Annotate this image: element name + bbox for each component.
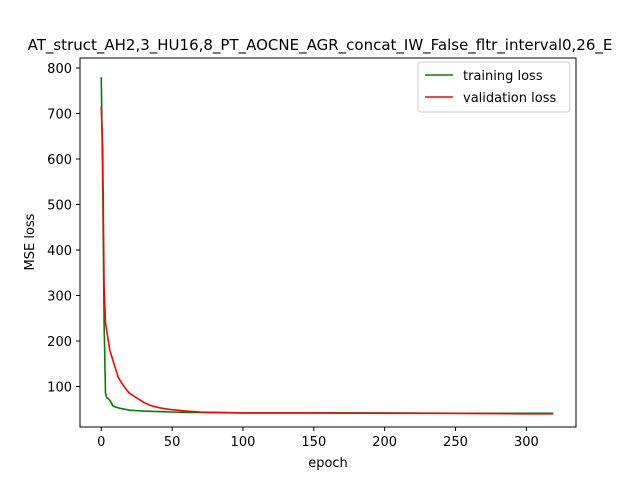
plot-background: [80, 58, 576, 427]
x-tick-label-200: 200: [372, 435, 397, 450]
y-tick-label-800: 800: [47, 62, 72, 77]
x-tick-label-100: 100: [231, 435, 256, 450]
y-tick-label-500: 500: [47, 199, 72, 214]
x-axis-label: epoch: [308, 456, 348, 471]
x-tick-label-250: 250: [443, 435, 468, 450]
y-tick-label-400: 400: [47, 244, 72, 259]
series-layer: [100, 77, 554, 415]
y-tick-label-700: 700: [47, 108, 72, 123]
x-tick-label-50: 50: [164, 435, 181, 450]
y-tick-label-200: 200: [47, 335, 72, 350]
y-axis-label: MSE loss: [23, 213, 38, 270]
x-tick-label-150: 150: [301, 435, 326, 450]
plot-frame: [79, 57, 577, 428]
x-axis: 0 50 100 150 200 250 300: [97, 427, 539, 450]
legend: training loss validation loss: [417, 61, 571, 113]
series-line-validation-loss: [100, 106, 554, 415]
legend-box: [417, 61, 571, 113]
legend-training-loss-label: training loss: [463, 69, 543, 84]
y-tick-label-600: 600: [47, 153, 72, 168]
y-axis: 100 200 300 400 500 600 700 800: [47, 62, 80, 396]
x-tick-label-300: 300: [514, 435, 539, 450]
chart-title: AT_struct_AH2,3_HU16,8_PT_AOCNE_AGR_conc…: [28, 36, 613, 55]
y-tick-label-100: 100: [47, 381, 72, 396]
x-tick-label-0: 0: [97, 435, 105, 450]
y-tick-label-300: 300: [47, 290, 72, 305]
plot-area: [79, 57, 577, 428]
legend-validation-loss-label: validation loss: [463, 91, 556, 106]
